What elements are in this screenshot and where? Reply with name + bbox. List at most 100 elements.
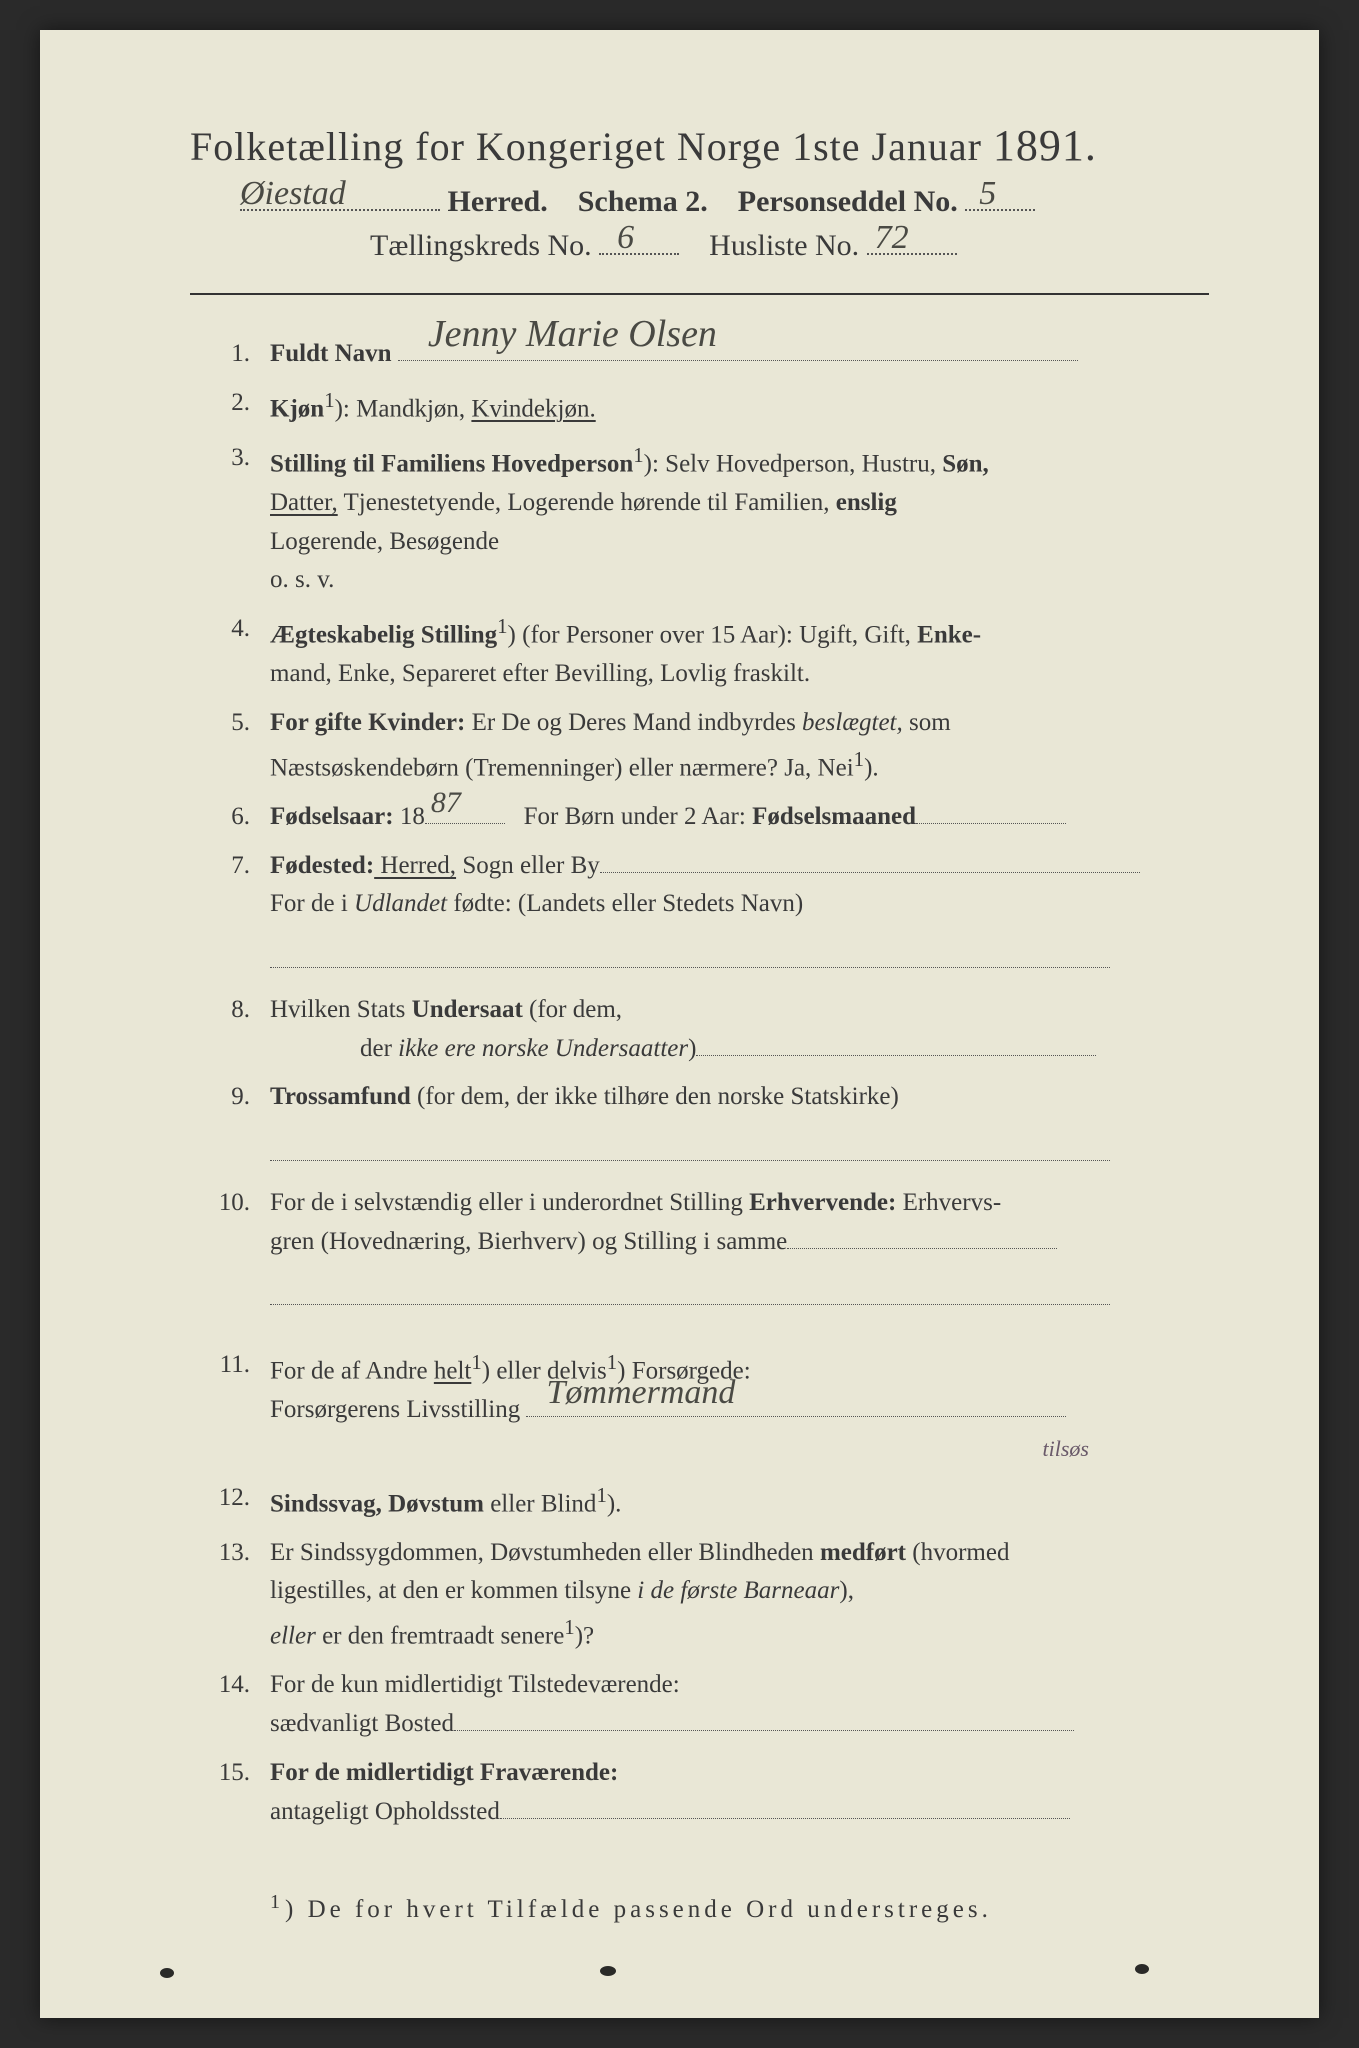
title-year: 1891.	[993, 121, 1097, 170]
text: For de kun midlertidigt Tilstedeværende:	[270, 1671, 680, 1698]
underlined-kvindekjon: Kvindekjøn.	[471, 395, 595, 422]
entry-num: 15.	[190, 1754, 270, 1832]
ikke-norske: ikke ere norske Undersaatter	[398, 1035, 688, 1062]
document-paper: Folketælling for Kongeriget Norge 1ste J…	[40, 30, 1319, 2018]
personseddel-value: 5	[979, 175, 996, 213]
entry-8: 8. Hvilken Stats Undersaat (for dem, der…	[190, 991, 1209, 1069]
prefix18: 18	[394, 803, 425, 830]
entry-num: 9.	[190, 1078, 270, 1174]
husliste-field: 72	[867, 223, 957, 255]
entry-num: 12.	[190, 1479, 270, 1524]
bosted-field	[454, 1705, 1074, 1731]
herred-label: Herred.	[448, 185, 548, 218]
text: (for dem, der ikke tilhøre den norske St…	[411, 1083, 899, 1110]
footnote: 1) De for hvert Tilfælde passende Ord un…	[270, 1891, 1209, 1924]
sup: 1	[324, 388, 334, 412]
erhverv-line2	[270, 1279, 1110, 1305]
text: ).	[864, 754, 879, 781]
label: Stilling til Familiens Hovedperson	[270, 450, 633, 477]
enke: Enke-	[917, 621, 981, 648]
divider-rule	[190, 293, 1209, 295]
trossamfund-field	[270, 1135, 1110, 1161]
beslaegtet: beslægtet,	[802, 709, 903, 736]
entry-body: Kjøn1): Mandkjøn, Kvindekjøn.	[270, 384, 1209, 429]
entry-body: For de kun midlertidigt Tilstedeværende:…	[270, 1666, 1209, 1744]
fodested-field	[600, 847, 1140, 873]
entry-num: 4.	[190, 610, 270, 694]
entry-body: Fødested: Herred, Sogn eller By For de i…	[270, 847, 1209, 981]
text: For de af Andre	[270, 1357, 434, 1384]
text: o. s. v.	[270, 566, 334, 593]
title-line-2: Øiestad Herred. Schema 2. Personseddel N…	[240, 179, 1209, 219]
text: Sogn eller By	[456, 852, 600, 879]
entry-body: Hvilken Stats Undersaat (for dem, der ik…	[270, 991, 1209, 1069]
scan-speck	[160, 1968, 174, 1978]
label: Fødested:	[270, 852, 374, 879]
helt: helt	[434, 1357, 472, 1384]
entry-5: 5. For gifte Kvinder: Er De og Deres Man…	[190, 704, 1209, 788]
entry-body: Fuldt Navn Jenny Marie Olsen	[270, 335, 1209, 374]
herred-u: Herred,	[374, 852, 456, 879]
text: mand, Enke, Separeret efter Bevilling, L…	[270, 660, 810, 687]
entry-num: 14.	[190, 1666, 270, 1744]
sup: 1	[854, 747, 864, 771]
text: Er Sindssygdommen, Døvstumheden eller Bl…	[270, 1539, 820, 1566]
entry-num: 7.	[190, 847, 270, 981]
entry-4: 4. Ægteskabelig Stilling1) (for Personer…	[190, 610, 1209, 694]
eller: eller	[270, 1623, 316, 1650]
entry-body: Er Sindssygdommen, Døvstumheden eller Bl…	[270, 1534, 1209, 1657]
text: For de i selvstændig eller i underordnet…	[270, 1189, 749, 1216]
text: ).	[607, 1490, 622, 1517]
udlandet: Udlandet	[354, 890, 447, 917]
text: ): Selv Hovedperson, Hustru,	[644, 450, 943, 477]
husliste-label: Husliste No.	[709, 229, 859, 262]
entry-body: Ægteskabelig Stilling1) (for Personer ov…	[270, 610, 1209, 694]
text: gren (Hovednæring, Bierhverv) og Stillin…	[270, 1228, 787, 1255]
scan-background: Folketælling for Kongeriget Norge 1ste J…	[0, 0, 1359, 2048]
text: Tjenestetyende, Logerende hørende til Fa…	[338, 489, 836, 516]
entry-10: 10. For de i selvstændig eller i underor…	[190, 1184, 1209, 1318]
text: sædvanligt Bosted	[270, 1710, 454, 1737]
sup: 1	[596, 1483, 606, 1507]
entry-body: For de midlertidigt Fraværende: antageli…	[270, 1754, 1209, 1832]
text: Næstsøskendebørn (Tremenninger) eller næ…	[270, 754, 854, 781]
fodested-line2	[270, 942, 1110, 968]
entry-6: 6. Fødselsaar: 1887 For Børn under 2 Aar…	[190, 798, 1209, 837]
maaned: Fødselsmaaned	[752, 803, 916, 830]
livsstilling-value: Tømmermand	[546, 1367, 735, 1420]
title-text: Folketælling for Kongeriget Norge 1ste J…	[190, 124, 982, 169]
text: (for dem,	[523, 996, 622, 1023]
text: antageligt Opholdssted	[270, 1798, 500, 1825]
text: fødte: (Landets eller Stedets Navn)	[447, 890, 803, 917]
personseddel-label: Personseddel No.	[738, 185, 958, 218]
text: der	[360, 1035, 398, 1062]
schema-label: Schema 2.	[578, 185, 708, 218]
entry-body: Trossamfund (for dem, der ikke tilhøre d…	[270, 1078, 1209, 1174]
label: Kjøn	[270, 395, 324, 422]
entry-13: 13. Er Sindssygdommen, Døvstumheden elle…	[190, 1534, 1209, 1657]
text: Erhvervs-	[896, 1189, 1001, 1216]
herred-value: Øiestad	[240, 175, 346, 213]
erhverv-field	[787, 1223, 1057, 1249]
entry-14: 14. For de kun midlertidigt Tilstedevære…	[190, 1666, 1209, 1744]
text: Er De og Deres Mand indbyrdes	[465, 709, 802, 736]
text: er den fremtraadt senere	[316, 1623, 564, 1650]
name-field: Jenny Marie Olsen	[398, 335, 1078, 361]
entry-num: 6.	[190, 798, 270, 837]
text: ): Mandkjøn,	[335, 395, 472, 422]
label: Ægteskabelig Stilling	[270, 621, 497, 648]
scan-speck	[1135, 1964, 1149, 1974]
text: Forsørgerens Livsstilling	[270, 1396, 520, 1423]
medfort: medført	[820, 1539, 906, 1566]
text: (hvormed	[906, 1539, 1009, 1566]
entry-15: 15. For de midlertidigt Fraværende: anta…	[190, 1754, 1209, 1832]
livsstilling-field: Tømmermand	[526, 1391, 1066, 1417]
text: )?	[575, 1623, 594, 1650]
entry-3: 3. Stilling til Familiens Hovedperson1):…	[190, 439, 1209, 600]
herred-field: Øiestad	[240, 179, 440, 211]
label: Fødselsaar:	[270, 803, 394, 830]
entry-num: 11.	[190, 1346, 270, 1469]
text: ),	[839, 1577, 854, 1604]
entry-body: Fødselsaar: 1887 For Børn under 2 Aar: F…	[270, 798, 1209, 837]
title-block: Folketælling for Kongeriget Norge 1ste J…	[190, 120, 1209, 263]
